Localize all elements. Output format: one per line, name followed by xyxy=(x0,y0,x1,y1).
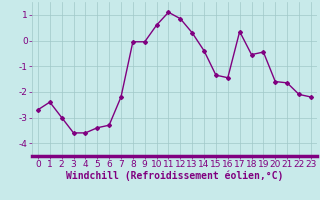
X-axis label: Windchill (Refroidissement éolien,°C): Windchill (Refroidissement éolien,°C) xyxy=(66,171,283,181)
